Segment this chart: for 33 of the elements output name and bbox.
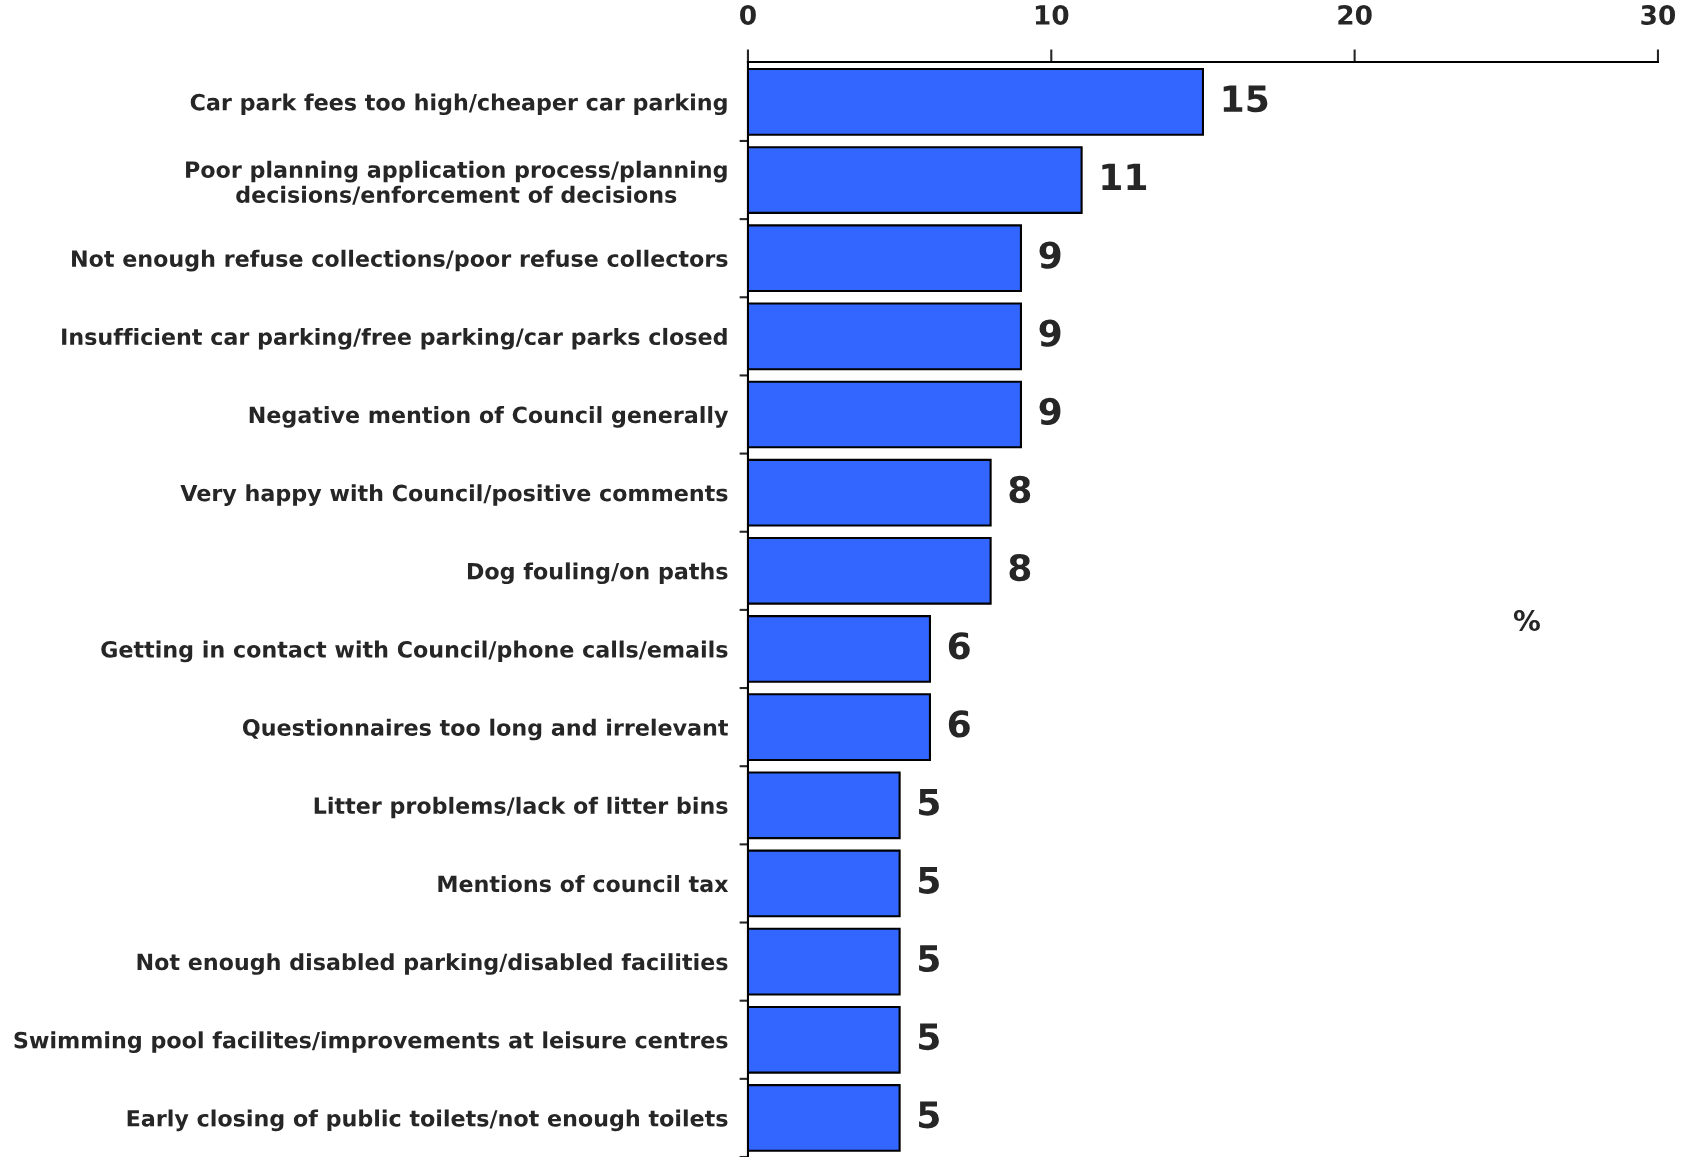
data-label: 5 xyxy=(919,867,939,894)
y-tick-label: Not enough refuse collections/poor refuse collectors xyxy=(72,249,728,272)
x-tick-label: 30 xyxy=(1641,5,1676,25)
data-label: 5 xyxy=(919,1101,939,1129)
y-tick-label: Negative mention of Council generally xyxy=(249,406,729,428)
y-tick-label: Swimming pool facilites/improvements at leisure centres xyxy=(14,1031,728,1053)
data-label: 8 xyxy=(1009,475,1031,504)
x-tick-label: 10 xyxy=(1035,5,1069,25)
data-label: 5 xyxy=(919,1023,939,1051)
data-label: 8 xyxy=(1009,553,1031,582)
data-label: 5 xyxy=(919,945,939,973)
y-tick-label: Very happy with Council/positive comments xyxy=(180,484,728,506)
y-tick-label: Questionnaires too long and irrelevant xyxy=(242,718,728,741)
y-tick-label: Poor planning application process/planning decisions/enforcement of decisions xyxy=(186,160,727,205)
y-tick-label: Litter problems/lack of litter bins xyxy=(314,796,728,819)
y-tick-label: Insufficient car parking/free parking/car parks closed xyxy=(62,327,727,350)
x-axis-title: % xyxy=(1513,610,1540,632)
y-tick-label: Early closing of public toilets/not enough toilets xyxy=(127,1109,728,1132)
data-label: 5 xyxy=(919,788,939,816)
x-tick-label: 0 xyxy=(740,5,756,25)
data-label: 9 xyxy=(1039,241,1061,269)
y-tick-label: Getting in contact with Council/phone calls/emails xyxy=(101,640,728,663)
data-label: 11 xyxy=(1102,163,1147,190)
data-label: 6 xyxy=(948,710,970,738)
y-tick-label: Not enough disabled parking/disabled facilities xyxy=(137,953,728,975)
x-tick-label: 20 xyxy=(1338,5,1372,25)
data-label: 15 xyxy=(1223,85,1268,113)
y-tick-label: Mentions of council tax xyxy=(438,875,729,893)
data-label: 9 xyxy=(1039,319,1061,347)
data-label: 6 xyxy=(948,632,970,660)
y-tick-label: Dog fouling/on paths xyxy=(467,562,728,585)
y-tick-label: Car park fees too high/cheaper car parking xyxy=(190,93,727,116)
data-label: 9 xyxy=(1039,397,1061,425)
